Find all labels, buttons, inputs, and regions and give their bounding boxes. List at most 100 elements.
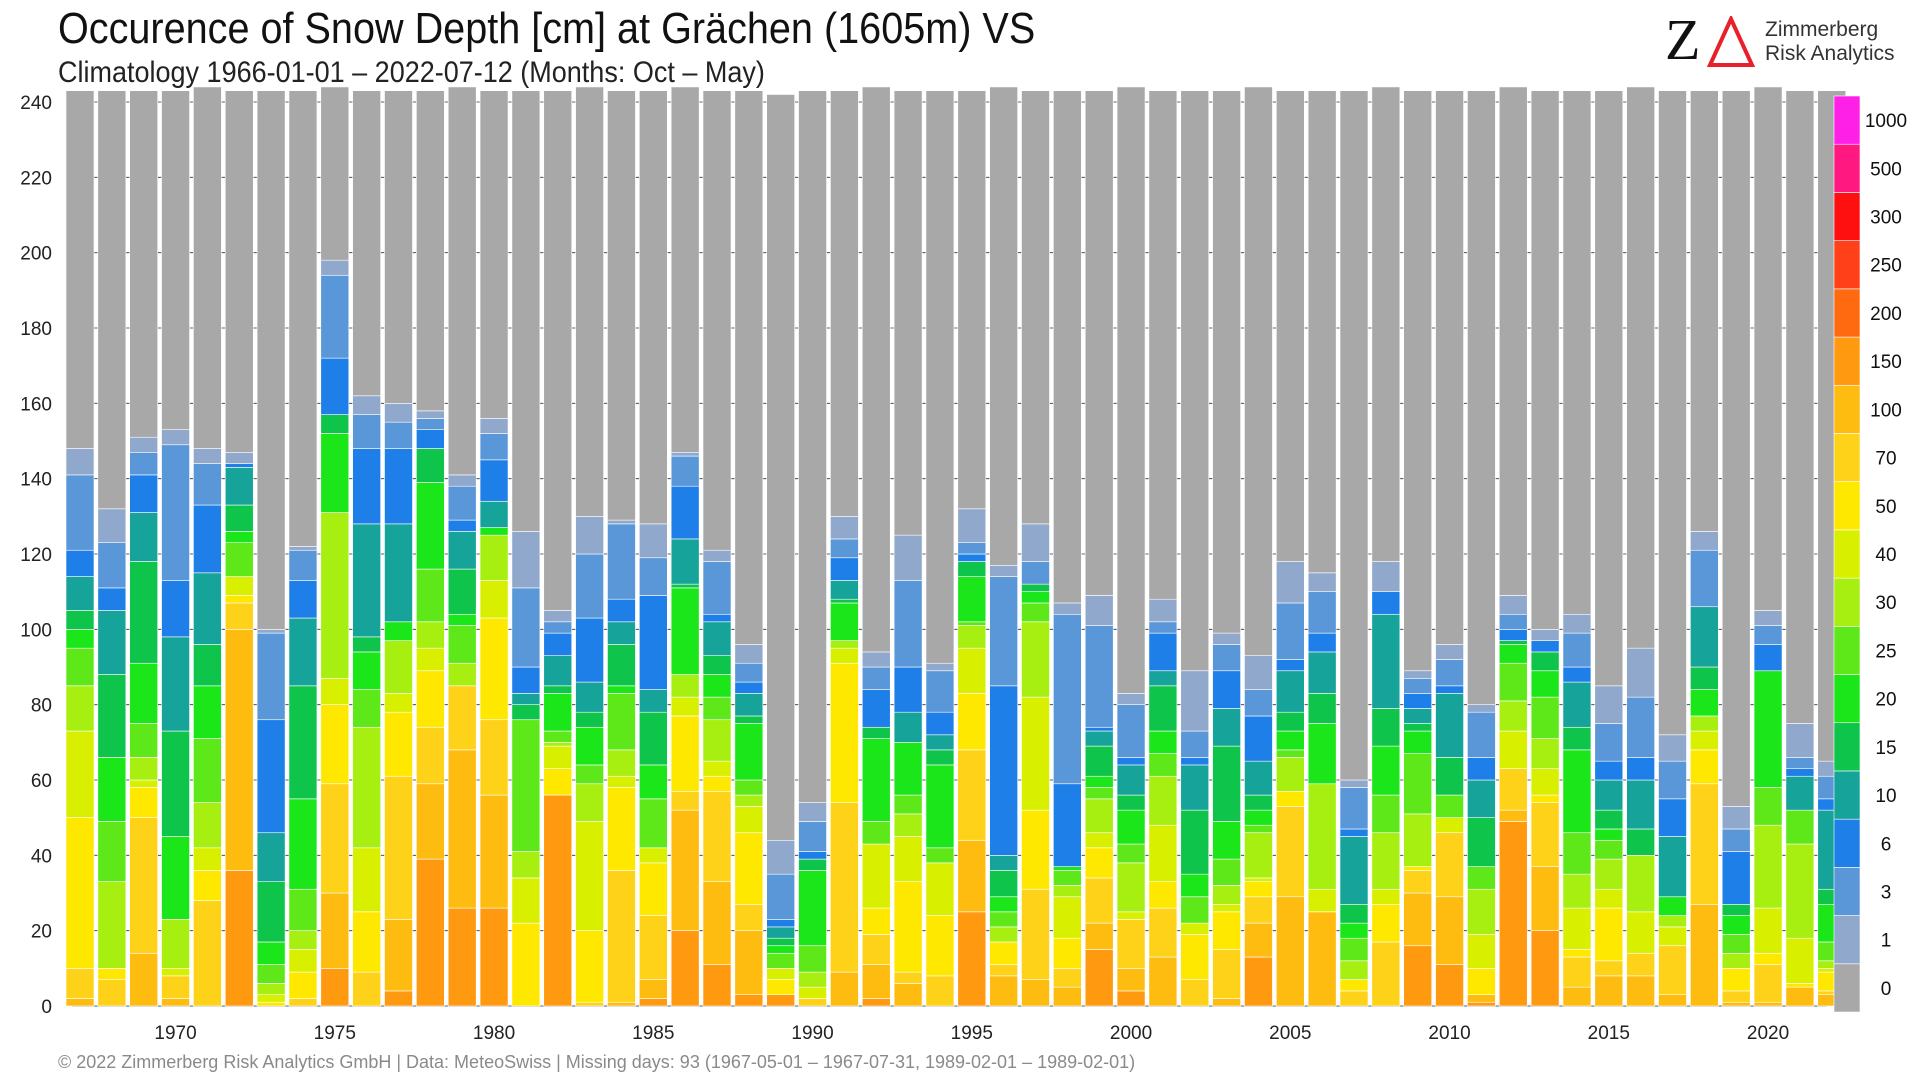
- bar-segment-50: [288, 971, 318, 999]
- bar-segment-30: [1626, 855, 1655, 913]
- y-tick-label: 200: [20, 244, 52, 265]
- bar-segment-3: [256, 632, 286, 721]
- bar-segment-6: [479, 459, 509, 502]
- bar-segment-10: [607, 621, 636, 645]
- bar-segment-20: [416, 482, 445, 570]
- bar-segment-10: [193, 572, 222, 645]
- bar-segment-70: [575, 1001, 604, 1007]
- bar-segment-15: [607, 644, 636, 687]
- bar-segment-0: [1244, 86, 1273, 656]
- bar-segment-100: [65, 998, 95, 1007]
- bar-segment-20: [1116, 809, 1146, 845]
- bar-segment-1: [861, 651, 891, 668]
- bar-segment-20: [1276, 730, 1305, 751]
- bar-segment-0: [1371, 86, 1401, 562]
- bar-segment-30: [320, 512, 350, 679]
- bar-segment-1: [830, 516, 859, 540]
- bar-segment-25: [1594, 839, 1624, 860]
- bar-segment-3: [957, 542, 987, 555]
- bar-segment-70: [670, 790, 700, 811]
- bar-segment-3: [1498, 613, 1528, 630]
- bar-segment-30: [1084, 798, 1114, 834]
- bar-segment-15: [1212, 745, 1241, 822]
- bar-segment-100: [447, 749, 477, 909]
- bar-segment-6: [1053, 783, 1082, 867]
- bar-segment-25: [288, 888, 318, 931]
- bar-segment-15: [1371, 708, 1401, 747]
- bar-segment-1: [1562, 613, 1592, 634]
- bar-segment-25: [65, 647, 95, 687]
- bar-segment-70: [193, 900, 222, 1007]
- bar-segment-40: [1785, 937, 1815, 984]
- bar-segment-30: [1339, 960, 1369, 980]
- bar-segment-100: [1658, 994, 1687, 1007]
- bar-segment-20: [129, 662, 158, 724]
- bar-segment-70: [224, 602, 254, 630]
- bar-segment-40: [1021, 696, 1050, 811]
- bar-segment-100: [416, 783, 445, 860]
- bar-segment-3: [1148, 621, 1178, 634]
- bar-segment-50: [1371, 903, 1401, 943]
- bar-segment-20: [256, 941, 286, 965]
- bar-segment-10: [670, 538, 700, 585]
- bar-segment-10: [65, 576, 95, 611]
- bar-segment-40: [256, 994, 286, 1003]
- bar-segment-150: [1498, 821, 1528, 1007]
- bar-segment-1: [352, 395, 381, 415]
- colorbar-label: 300: [1870, 208, 1902, 229]
- bar-segment-40: [224, 576, 254, 596]
- bar-1991: [830, 90, 859, 1007]
- bar-segment-6: [861, 689, 891, 728]
- bar-2010: [1435, 90, 1464, 1007]
- bar-segment-100: [830, 971, 859, 1007]
- y-tick-label: 20: [31, 922, 52, 943]
- y-tick-label: 100: [20, 620, 52, 641]
- bar-segment-6: [97, 587, 127, 611]
- bar-segment-50: [1403, 866, 1432, 871]
- bar-segment-70: [1021, 888, 1050, 980]
- bar-segment-30: [352, 726, 381, 849]
- bar-segment-20: [1212, 821, 1241, 860]
- y-tick-label: 60: [31, 771, 52, 792]
- colorbar-swatch-25: [1833, 626, 1861, 675]
- bar-segment-1: [1244, 655, 1273, 690]
- bar-segment-70: [1658, 945, 1687, 996]
- colorbar-label: 1: [1881, 931, 1892, 952]
- bar-segment-15: [1467, 817, 1496, 867]
- bar-segment-3: [734, 662, 764, 683]
- bar-1989: [766, 94, 796, 1007]
- bar-segment-1: [1690, 531, 1719, 551]
- bar-segment-150: [766, 994, 796, 1007]
- bar-segment-70: [607, 870, 636, 1003]
- bar-segment-3: [193, 463, 222, 506]
- bar-segment-0: [1658, 90, 1687, 736]
- bar-1971: [193, 86, 222, 1007]
- bar-segment-150: [1467, 1001, 1496, 1007]
- bar-segment-50: [989, 941, 1018, 965]
- bar-segment-1: [1276, 561, 1305, 604]
- bar-segment-1: [893, 534, 923, 581]
- bar-segment-3: [1467, 711, 1496, 758]
- bar-segment-70: [1721, 990, 1751, 1003]
- bar-segment-40: [352, 847, 381, 913]
- bar-segment-40: [702, 760, 732, 777]
- bar-segment-70: [288, 998, 318, 1007]
- bar-segment-25: [1562, 832, 1592, 875]
- bar-segment-10: [129, 512, 158, 562]
- bar-segment-100: [1785, 986, 1815, 1007]
- bar-segment-15: [1276, 711, 1305, 732]
- bar-segment-0: [256, 90, 286, 630]
- bar-2012: [1498, 86, 1528, 1007]
- bar-segment-70: [1053, 968, 1082, 988]
- footer-credits: © 2022 Zimmerberg Risk Analytics GmbH | …: [58, 1052, 1136, 1072]
- bar-segment-25: [1180, 896, 1210, 924]
- bar-segment-10: [1244, 760, 1273, 796]
- bar-segment-0: [1053, 90, 1082, 604]
- bar-segment-25: [224, 542, 254, 577]
- bar-segment-0: [830, 90, 859, 517]
- bar-segment-20: [1021, 591, 1050, 604]
- chart-subtitle: Climatology 1966-01-01 – 2022-07-12 (Mon…: [58, 56, 765, 89]
- colorbar-label: 150: [1870, 352, 1902, 373]
- bar-segment-0: [1753, 86, 1783, 611]
- bar-segment-20: [1053, 866, 1082, 871]
